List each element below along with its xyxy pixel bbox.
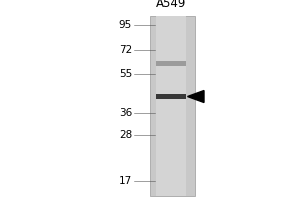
FancyBboxPatch shape [150,16,195,196]
Text: 36: 36 [119,108,132,118]
FancyBboxPatch shape [156,16,186,196]
Text: 28: 28 [119,130,132,140]
Polygon shape [188,91,204,103]
Text: A549: A549 [156,0,186,10]
FancyBboxPatch shape [156,61,186,66]
Text: 17: 17 [119,176,132,186]
Text: 55: 55 [119,69,132,79]
FancyBboxPatch shape [156,94,186,99]
Text: 95: 95 [119,20,132,30]
Text: 72: 72 [119,45,132,55]
